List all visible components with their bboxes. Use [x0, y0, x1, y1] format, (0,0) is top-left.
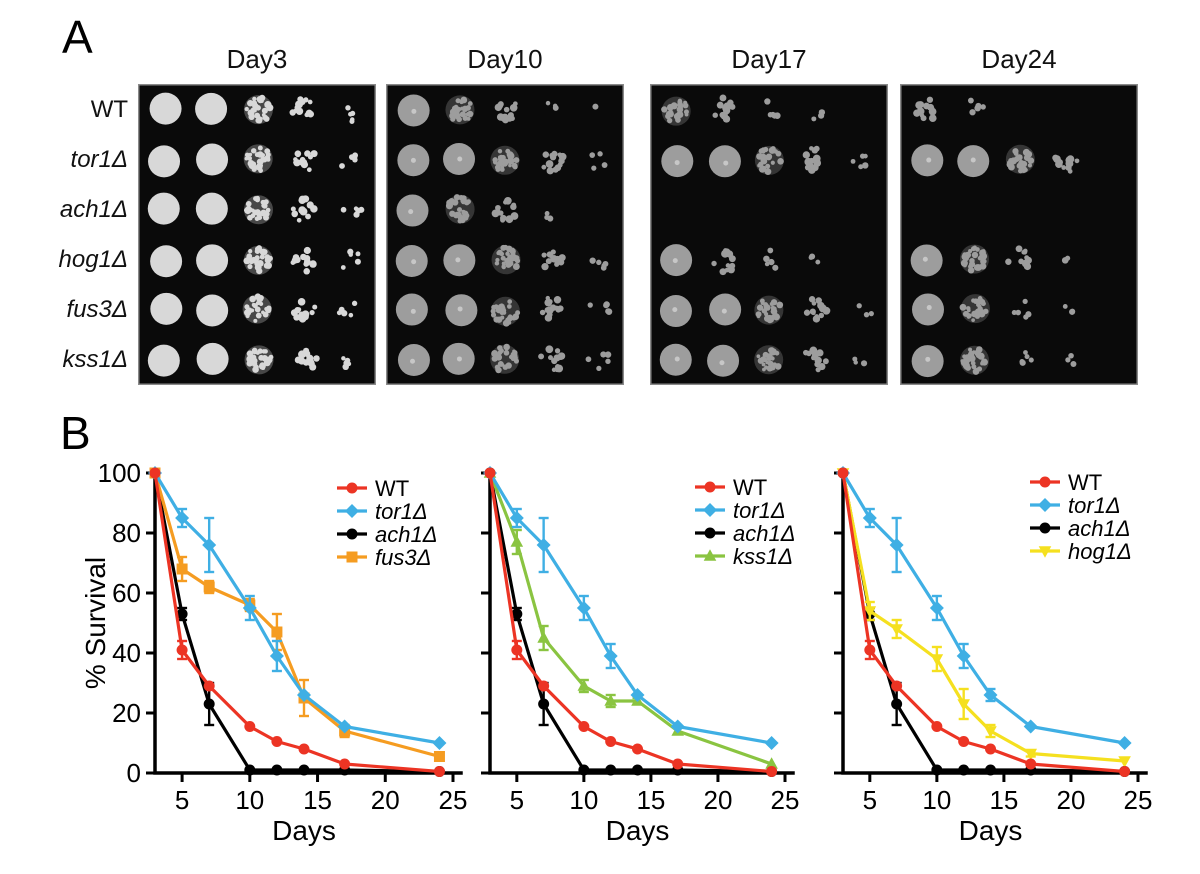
panel-a-label: A	[62, 11, 93, 63]
svg-text:10: 10	[569, 785, 598, 815]
svg-text:hog1Δ: hog1Δ	[1068, 539, 1132, 564]
svg-text:5: 5	[510, 785, 524, 815]
spot-assay-image-day24	[900, 84, 1138, 385]
spot-row-hog1	[910, 244, 1071, 277]
spot-row-kss1	[147, 342, 352, 377]
svg-text:ach1Δ: ach1Δ	[375, 522, 437, 547]
svg-text:20: 20	[703, 785, 732, 815]
series-WT	[484, 467, 778, 777]
series-tor1	[483, 466, 779, 750]
svg-text:Days: Days	[959, 815, 1023, 846]
column-title-day3: Day3	[226, 44, 288, 74]
spot-assay-image-day17	[650, 84, 888, 385]
svg-text:5: 5	[863, 785, 877, 815]
svg-text:100: 100	[98, 458, 141, 488]
strain-label-tor1: tor1Δ	[70, 146, 128, 173]
strain-label-WT: WT	[90, 96, 128, 123]
svg-text:25: 25	[771, 785, 800, 815]
svg-text:80: 80	[112, 518, 141, 548]
axes: 5 10 15 20 25 Days	[834, 471, 1153, 846]
series-WT	[837, 467, 1131, 777]
spot-row-tor1	[397, 142, 608, 177]
svg-text:10: 10	[922, 785, 951, 815]
column-title-day10: Day10	[467, 44, 543, 74]
svg-text:Days: Days	[606, 815, 670, 846]
svg-text:% Survival: % Survival	[85, 557, 111, 689]
svg-text:20: 20	[371, 785, 400, 815]
svg-text:tor1Δ: tor1Δ	[1068, 493, 1121, 518]
panel-b-label: B	[60, 407, 91, 459]
spot-assay-image-day10	[386, 84, 624, 385]
series-WT	[149, 467, 445, 777]
svg-text:WT: WT	[375, 476, 409, 501]
svg-text:fus3Δ: fus3Δ	[375, 545, 431, 570]
spot-assay-image-day3	[138, 84, 376, 385]
column-title-day24: Day24	[981, 44, 1057, 74]
series-kss1	[483, 466, 778, 769]
svg-text:tor1Δ: tor1Δ	[375, 499, 428, 524]
svg-text:15: 15	[303, 785, 332, 815]
spot-row-ach1	[396, 194, 554, 227]
spot-row-kss1	[911, 345, 1077, 378]
strain-label-ach1: ach1Δ	[59, 196, 128, 223]
spot-row-hog1	[660, 244, 821, 277]
spot-row-fus3	[911, 293, 1076, 326]
strain-label-kss1: kss1Δ	[62, 346, 128, 373]
svg-text:0: 0	[127, 758, 141, 788]
svg-text:25: 25	[1124, 785, 1153, 815]
spot-row-tor1	[148, 143, 359, 178]
spot-row-hog1	[150, 244, 361, 278]
svg-text:Days: Days	[272, 815, 336, 846]
spot-row-fus3	[150, 292, 358, 327]
strain-label-hog1: hog1Δ	[58, 246, 129, 273]
series-tor1	[148, 466, 447, 750]
spot-row-hog1	[395, 244, 609, 278]
spot-row-WT	[397, 94, 599, 127]
svg-text:60: 60	[112, 578, 141, 608]
svg-text:15: 15	[636, 785, 665, 815]
spot-row-fus3	[395, 293, 613, 327]
spot-row-kss1	[659, 343, 868, 377]
svg-text:15: 15	[989, 785, 1018, 815]
spot-row-WT	[661, 94, 826, 126]
svg-text:25: 25	[439, 785, 468, 815]
svg-text:20: 20	[1056, 785, 1085, 815]
axes: 0 20 40 60 80 100 5 10 15 20 25 Days % Survival	[85, 458, 467, 846]
spot-row-fus3	[659, 293, 874, 328]
spot-row-ach1	[147, 192, 365, 225]
svg-text:10: 10	[235, 785, 264, 815]
spot-row-tor1	[911, 144, 1080, 178]
svg-text:ach1Δ: ach1Δ	[1068, 516, 1130, 541]
svg-text:20: 20	[112, 698, 141, 728]
svg-text:kss1Δ: kss1Δ	[733, 544, 793, 569]
spot-row-kss1	[397, 342, 612, 377]
axes: 5 10 15 20 25 Days	[481, 471, 800, 846]
spot-row-WT	[149, 92, 356, 125]
survival-chart-1: 0 20 40 60 80 100 5 10 15 20 25 Days % Survival WTtor…	[85, 458, 467, 846]
svg-text:40: 40	[112, 638, 141, 668]
svg-text:WT: WT	[1068, 470, 1102, 495]
spot-row-tor1	[661, 145, 869, 178]
svg-text:tor1Δ: tor1Δ	[733, 498, 786, 523]
strain-label-fus3: fus3Δ	[66, 296, 128, 323]
svg-text:ach1Δ: ach1Δ	[733, 521, 795, 546]
svg-text:WT: WT	[733, 475, 767, 500]
series-hog1	[836, 468, 1131, 768]
svg-text:5: 5	[175, 785, 189, 815]
column-title-day17: Day17	[731, 44, 807, 74]
spot-row-WT	[913, 96, 986, 123]
